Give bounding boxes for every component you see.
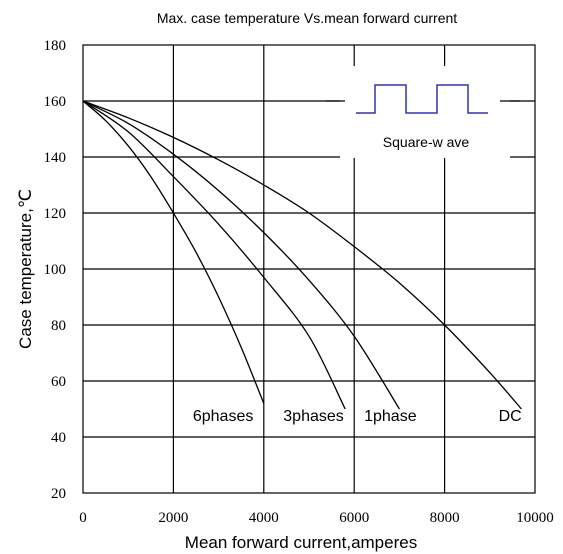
square-wave-line bbox=[356, 84, 488, 114]
x-tick-label: 10000 bbox=[516, 510, 554, 526]
y-tick-label: 20 bbox=[51, 486, 66, 502]
inset-label: Square-w ave bbox=[383, 134, 470, 150]
series-line-6phases bbox=[82, 100, 265, 404]
x-tick-label: 6000 bbox=[339, 510, 369, 526]
plot-frame bbox=[82, 44, 536, 494]
x-tick-labels: 0 2000 4000 6000 8000 10000 bbox=[79, 510, 554, 526]
square-wave-inset: Square-w ave bbox=[326, 66, 520, 158]
series-label-3phases: 3phases bbox=[283, 408, 344, 425]
y-tick-label: 40 bbox=[51, 430, 66, 446]
series-line-3phases bbox=[82, 100, 346, 410]
inset-background bbox=[340, 66, 510, 158]
x-tick-label: 2000 bbox=[158, 510, 188, 526]
y-axis-label: Case temperature,℃ bbox=[16, 189, 35, 349]
x-tick-label: 0 bbox=[79, 510, 87, 526]
series-line-DC bbox=[82, 100, 522, 410]
series-line-1phase bbox=[82, 100, 400, 410]
y-tick-label: 120 bbox=[44, 206, 67, 222]
x-axis-label: Mean forward current,amperes bbox=[185, 533, 417, 552]
y-tick-labels: 20 40 60 80 100 120 140 160 180 bbox=[44, 38, 67, 502]
y-tick-label: 140 bbox=[44, 150, 67, 166]
y-tick-label: 60 bbox=[51, 374, 66, 390]
series-labels: 6phases 3phases 1phase DC bbox=[193, 408, 522, 425]
series-label-1phase: 1phase bbox=[364, 408, 417, 425]
chart-title: Max. case temperature Vs.mean forward cu… bbox=[157, 10, 457, 26]
y-tick-label: 160 bbox=[44, 94, 67, 110]
y-tick-label: 80 bbox=[51, 318, 66, 334]
series-label-6phases: 6phases bbox=[193, 408, 254, 425]
x-tick-label: 4000 bbox=[249, 510, 279, 526]
y-tick-label: 180 bbox=[44, 38, 67, 54]
y-tick-label: 100 bbox=[44, 262, 67, 278]
series-label-DC: DC bbox=[499, 408, 522, 425]
x-tick-label: 8000 bbox=[430, 510, 460, 526]
series-lines bbox=[82, 100, 522, 410]
